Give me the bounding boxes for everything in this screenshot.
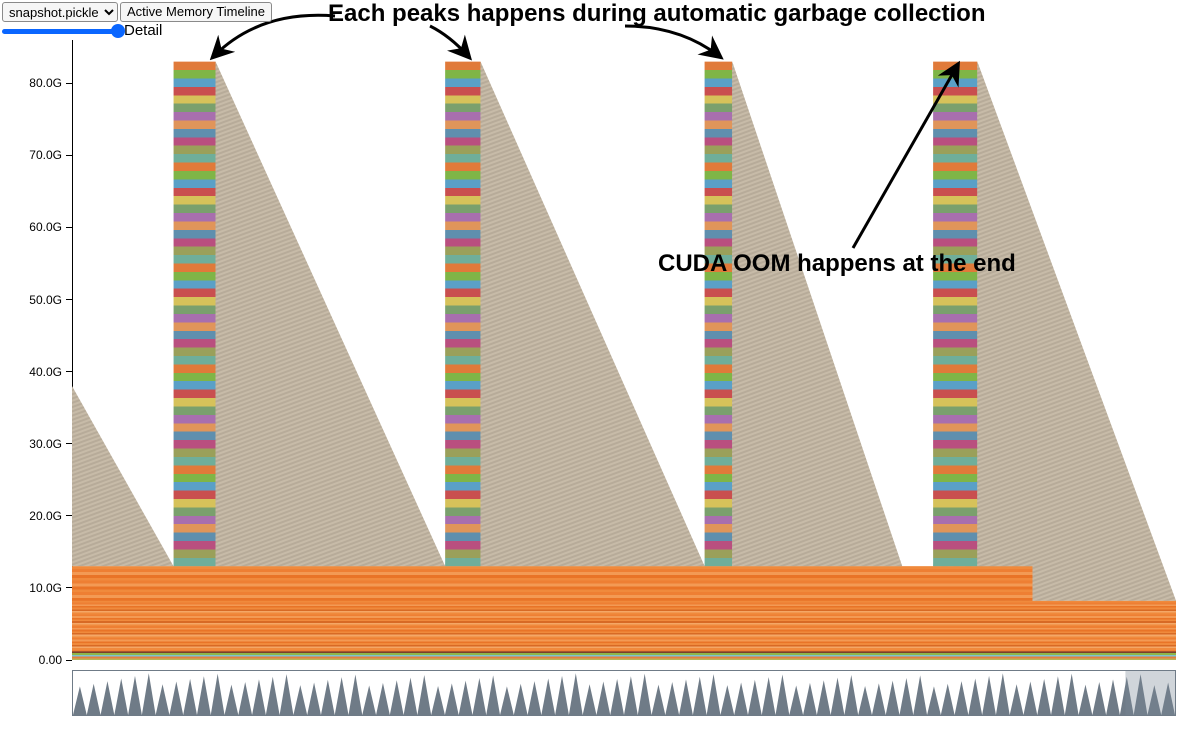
y-tick-label: 70.0G <box>29 148 62 162</box>
y-tick: 70.0G <box>29 148 72 162</box>
chart-canvas <box>72 40 1176 660</box>
y-tick: 80.0G <box>29 76 72 90</box>
y-tick: 40.0G <box>29 365 72 379</box>
y-tick-label: 40.0G <box>29 365 62 379</box>
y-tick: 20.0G <box>29 509 72 523</box>
y-tick: 30.0G <box>29 437 72 451</box>
y-tick: 60.0G <box>29 220 72 234</box>
detail-slider[interactable] <box>2 24 120 38</box>
detail-slider-label: Detail <box>124 22 162 39</box>
annotation-gc-peaks: Each peaks happens during automatic garb… <box>328 0 986 28</box>
tab-active-memory-timeline[interactable]: Active Memory Timeline <box>120 2 272 22</box>
y-tick-label: 80.0G <box>29 76 62 90</box>
y-tick-label: 60.0G <box>29 220 62 234</box>
detail-slider-row: Detail <box>2 22 162 39</box>
toolbar: snapshot.pickle Active Memory Timeline <box>2 2 272 22</box>
y-tick-label: 30.0G <box>29 437 62 451</box>
overview-canvas <box>73 671 1175 715</box>
y-tick-label: 10.0G <box>29 581 62 595</box>
y-tick: 0.00 <box>39 653 72 667</box>
y-tick-label: 50.0G <box>29 293 62 307</box>
y-tick-label: 0.00 <box>39 653 62 667</box>
slider-thumb[interactable] <box>111 24 125 38</box>
y-tick: 10.0G <box>29 581 72 595</box>
overview-timeline[interactable] <box>72 670 1176 716</box>
slider-track <box>2 29 120 34</box>
annotation-cuda-oom: CUDA OOM happens at the end <box>658 250 1016 278</box>
y-tick-label: 20.0G <box>29 509 62 523</box>
y-tick: 50.0G <box>29 293 72 307</box>
file-select[interactable]: snapshot.pickle <box>2 2 118 22</box>
memory-timeline-chart[interactable]: 0.0010.0G20.0G30.0G40.0G50.0G60.0G70.0G8… <box>72 40 1176 660</box>
